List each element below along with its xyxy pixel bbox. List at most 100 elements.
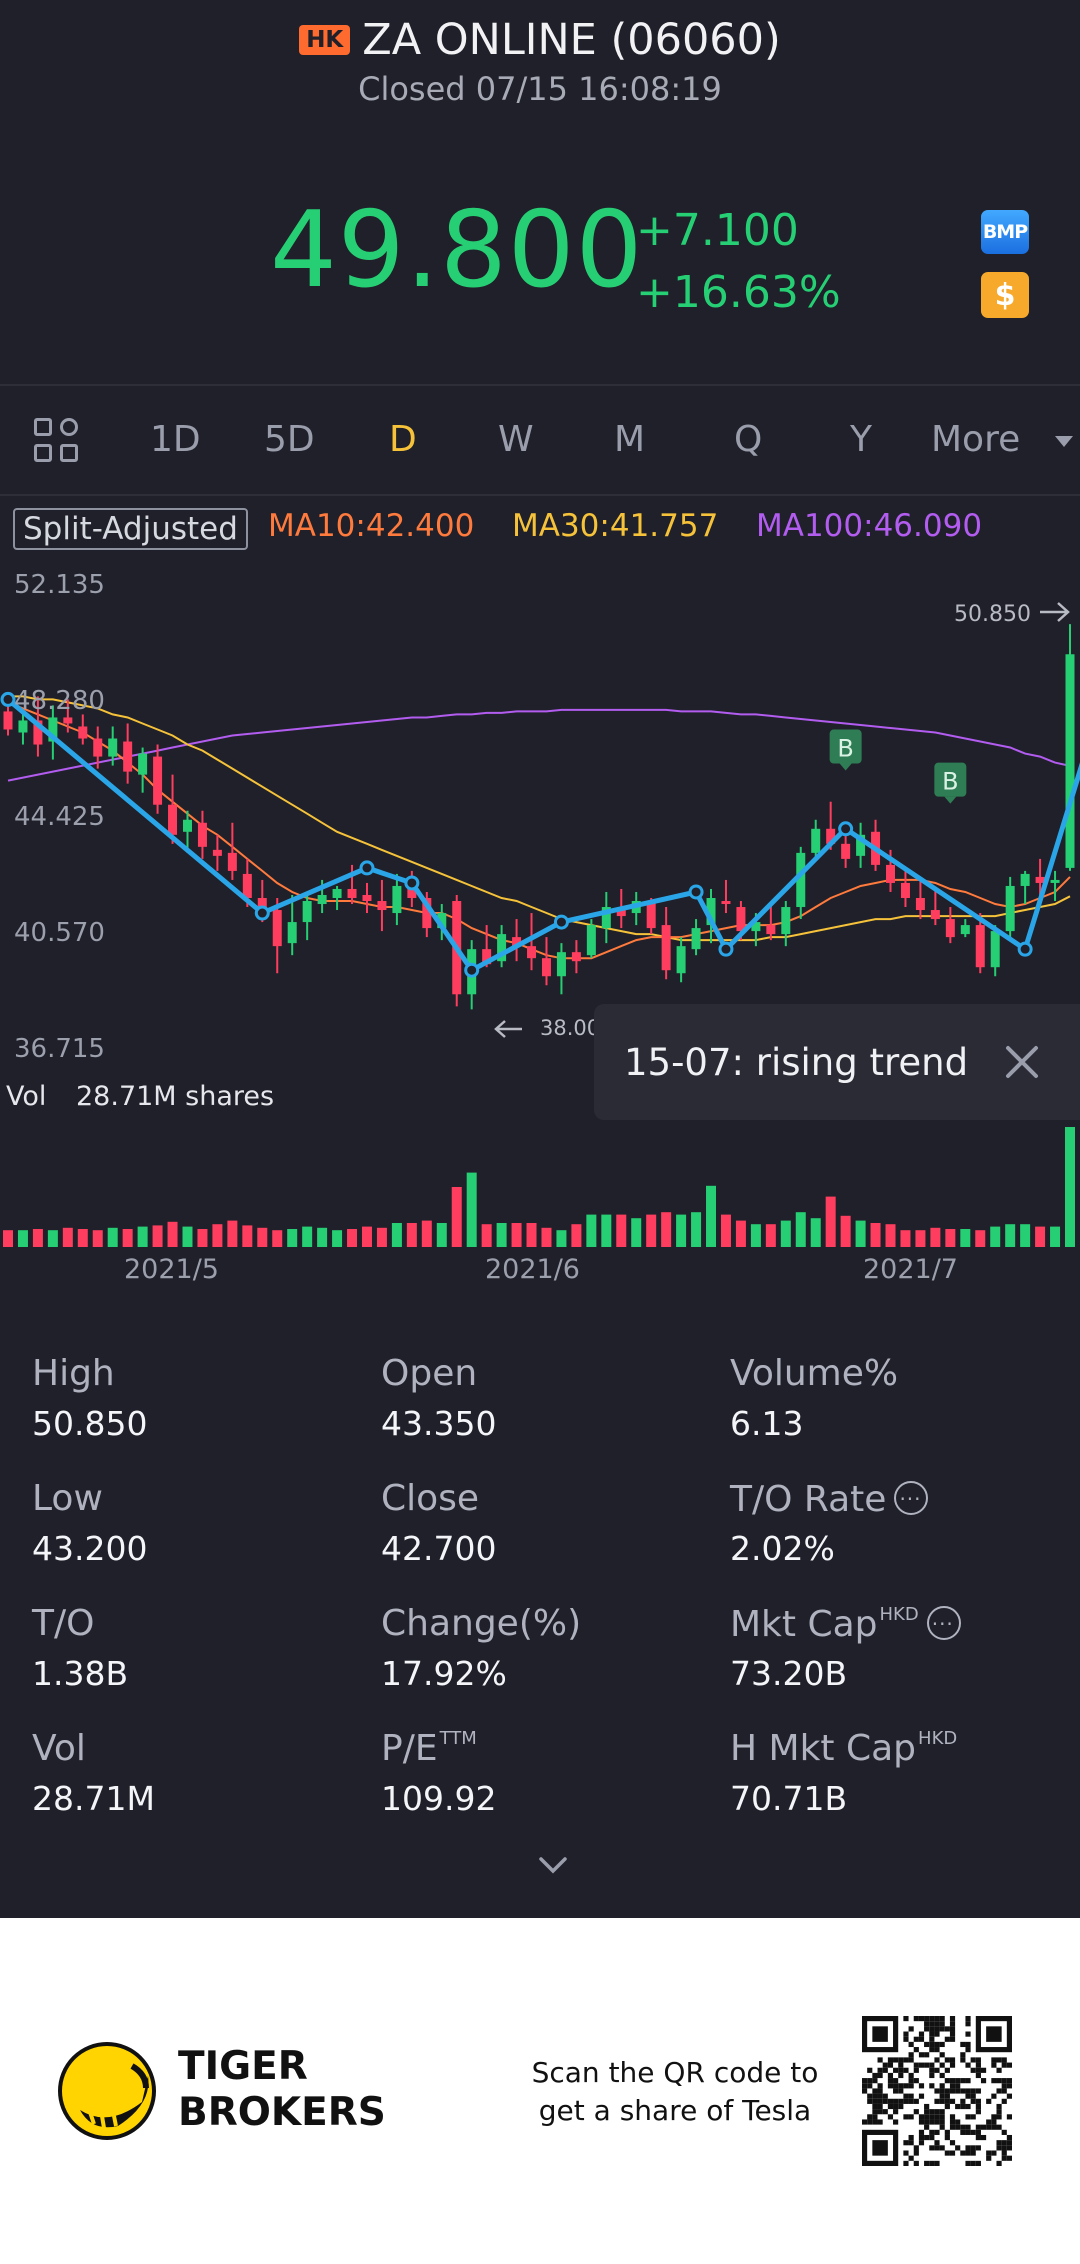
candle-body — [212, 849, 222, 856]
tab-year[interactable]: Y — [850, 419, 872, 460]
candle-body — [302, 901, 312, 923]
buy-marker — [934, 762, 967, 797]
qr-module — [903, 2067, 909, 2073]
volume-bar — [47, 1230, 58, 1247]
candle-body — [347, 888, 357, 898]
qr-module — [991, 2114, 997, 2120]
candle-body — [541, 958, 551, 977]
qr-module — [1001, 2150, 1007, 2156]
stat-vol-label: Vol — [32, 1728, 86, 1769]
volume-bar — [77, 1229, 88, 1247]
stat-close-value: 42.700 — [381, 1529, 497, 1568]
stat-h-mkt-cap-label: H Mkt Cap HKD — [730, 1727, 957, 1777]
stat-pe-label: P/E TTM — [381, 1727, 477, 1777]
chevron-down-icon[interactable] — [538, 1850, 568, 1880]
qr-module — [970, 2160, 976, 2166]
qr-module — [924, 2016, 930, 2022]
info-icon[interactable] — [894, 1477, 929, 1521]
qr-module — [887, 2072, 894, 2079]
qr-module — [877, 2093, 883, 2099]
tab-day[interactable]: D — [389, 419, 417, 460]
volume-bar — [720, 1214, 731, 1247]
qr-module — [949, 2140, 956, 2146]
qr-module — [970, 2150, 976, 2156]
volume-bar — [945, 1229, 956, 1247]
candle-body — [227, 852, 237, 871]
qr-module — [929, 2109, 935, 2115]
qr-module — [877, 2103, 883, 2110]
close-icon[interactable] — [1000, 1040, 1044, 1084]
x-axis-date-label: 2021/6 — [485, 1254, 580, 1285]
candle-body — [691, 928, 701, 950]
qr-module — [1006, 2114, 1012, 2120]
volume-bar — [960, 1229, 971, 1247]
right-arrow-icon — [1040, 602, 1070, 622]
qr-module — [944, 2129, 950, 2135]
qr-module — [918, 2129, 925, 2135]
candle-body — [168, 804, 178, 835]
candlestick-chart[interactable]: BB — [0, 560, 1080, 1280]
qr-module — [929, 2072, 935, 2079]
stock-detail-screen: HK ZA ONLINE (06060) Closed 07/15 16:08:… — [0, 0, 1080, 1918]
trend-point — [0, 691, 16, 707]
more-dropdown-icon[interactable] — [1055, 436, 1073, 447]
volume-bar — [272, 1230, 283, 1247]
candle-body — [616, 910, 626, 917]
volume-bar — [332, 1230, 343, 1247]
stat-mkt-cap-label: Mkt Cap HKD — [730, 1602, 961, 1653]
qr-module — [960, 2098, 966, 2104]
qr-module — [924, 2119, 930, 2125]
qr-module — [955, 2078, 961, 2084]
qr-module — [908, 2057, 914, 2063]
tab-1d[interactable]: 1D — [150, 419, 201, 460]
candle-body — [287, 922, 297, 944]
qr-module — [867, 2098, 873, 2104]
tab-week[interactable]: W — [498, 419, 534, 460]
qr-module — [913, 2016, 919, 2022]
qr-module — [965, 2088, 971, 2094]
qr-module — [908, 2041, 914, 2048]
qr-module — [1001, 2098, 1007, 2104]
tab-month[interactable]: M — [614, 419, 646, 460]
qr-module — [877, 2119, 883, 2125]
qr-module — [949, 2098, 956, 2104]
volume-bar — [900, 1230, 911, 1247]
qr-module — [934, 2057, 940, 2063]
tab-quarter[interactable]: Q — [734, 419, 763, 460]
candle-body — [272, 910, 282, 947]
qr-module — [975, 2145, 981, 2151]
qr-module — [918, 2114, 925, 2120]
volume-bar — [466, 1172, 477, 1247]
tab-5d[interactable]: 5D — [264, 419, 315, 460]
qr-module — [970, 2098, 976, 2104]
volume-bar — [152, 1225, 163, 1247]
left-arrow-icon — [494, 1020, 522, 1038]
brand-name: TIGER BROKERS — [178, 2044, 386, 2136]
qr-module — [913, 2078, 919, 2084]
qr-module — [877, 2088, 883, 2094]
chart-grid-icon[interactable] — [34, 418, 78, 462]
qr-module — [867, 2078, 873, 2084]
volume-bar — [451, 1187, 462, 1247]
volume-bar — [855, 1220, 866, 1247]
candle-body — [676, 946, 686, 974]
bmp-quote-icon[interactable]: BMP — [981, 210, 1029, 254]
qr-code-image[interactable] — [862, 2016, 1012, 2166]
qr-module — [975, 2088, 981, 2094]
qr-module — [996, 2057, 1002, 2063]
split-adjusted-button[interactable]: Split-Adjusted — [13, 508, 248, 550]
qr-module — [939, 2109, 945, 2115]
qr-module — [882, 2109, 888, 2115]
qr-module — [934, 2129, 940, 2135]
trend-point — [404, 875, 420, 891]
qr-module — [934, 2041, 940, 2048]
qr-module — [949, 2083, 956, 2089]
qr-module — [1001, 2145, 1007, 2151]
tab-more[interactable]: More — [931, 419, 1021, 460]
dollar-coin-icon[interactable]: $ — [981, 272, 1029, 318]
buy-marker-label: B — [837, 735, 853, 763]
qr-module — [1006, 2134, 1012, 2141]
qr-module — [1001, 2078, 1007, 2084]
candle-body — [661, 925, 671, 971]
info-icon[interactable] — [926, 1602, 961, 1646]
